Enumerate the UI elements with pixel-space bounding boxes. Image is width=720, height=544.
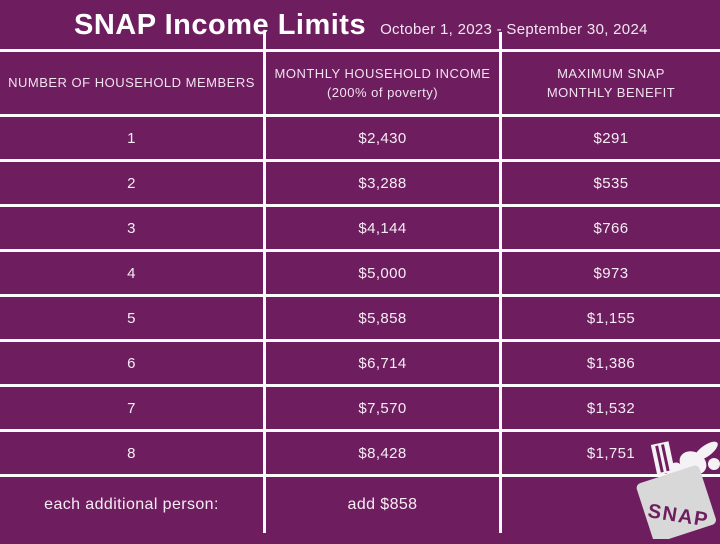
cell-members: 1 xyxy=(0,117,263,159)
cell-benefit: $1,532 xyxy=(502,387,720,429)
cell-additional-person-label: each additional person: xyxy=(0,477,263,533)
cell-members: 3 xyxy=(0,207,263,249)
cell-additional-person-amount: add $858 xyxy=(266,477,499,533)
cell-benefit: $535 xyxy=(502,162,720,204)
cell-income: $7,570 xyxy=(266,387,499,429)
cell-income: $5,858 xyxy=(266,297,499,339)
col-header-subline: MONTHLY BENEFIT xyxy=(546,85,676,100)
col-header-subline: (200% of poverty) xyxy=(326,85,439,100)
cell-benefit: $1,155 xyxy=(502,297,720,339)
cell-income: $3,288 xyxy=(266,162,499,204)
cell-members: 7 xyxy=(0,387,263,429)
header-divider-line xyxy=(0,49,720,52)
column-divider-stub-2 xyxy=(499,32,502,50)
cell-benefit: $973 xyxy=(502,252,720,294)
title-bar: SNAP Income Limits October 1, 2023 - Sep… xyxy=(0,0,720,50)
cell-benefit: $291 xyxy=(502,117,720,159)
cell-income: $2,430 xyxy=(266,117,499,159)
snap-logo-graphic: SNAP xyxy=(636,441,720,543)
cell-members: 2 xyxy=(0,162,263,204)
snap-logo: SNAP xyxy=(628,429,720,543)
grocery-bag-icon xyxy=(636,465,716,543)
col-header-line: NUMBER OF HOUSEHOLD MEMBERS xyxy=(8,75,255,91)
col-header-line: MAXIMUM SNAP xyxy=(557,65,665,81)
cell-income: $6,714 xyxy=(266,342,499,384)
column-divider-stub-1 xyxy=(263,32,266,50)
page-title: SNAP Income Limits xyxy=(74,9,367,41)
cell-members: 8 xyxy=(0,432,263,474)
cell-members: 6 xyxy=(0,342,263,384)
cell-members: 4 xyxy=(0,252,263,294)
col-header-monthly-income: MONTHLY HOUSEHOLD INCOME (200% of povert… xyxy=(266,52,499,114)
cell-members: 5 xyxy=(0,297,263,339)
col-header-max-benefit: MAXIMUM SNAP MONTHLY BENEFIT xyxy=(502,52,720,114)
cell-income: $5,000 xyxy=(266,252,499,294)
cell-income: $8,428 xyxy=(266,432,499,474)
col-header-line: MONTHLY HOUSEHOLD INCOME xyxy=(274,65,491,81)
cell-income: $4,144 xyxy=(266,207,499,249)
col-header-household-members: NUMBER OF HOUSEHOLD MEMBERS xyxy=(0,52,263,114)
cell-benefit: $1,386 xyxy=(502,342,720,384)
snap-income-table: NUMBER OF HOUSEHOLD MEMBERS MONTHLY HOUS… xyxy=(0,52,720,533)
date-range-label: October 1, 2023 - September 30, 2024 xyxy=(380,21,648,38)
cell-benefit: $766 xyxy=(502,207,720,249)
